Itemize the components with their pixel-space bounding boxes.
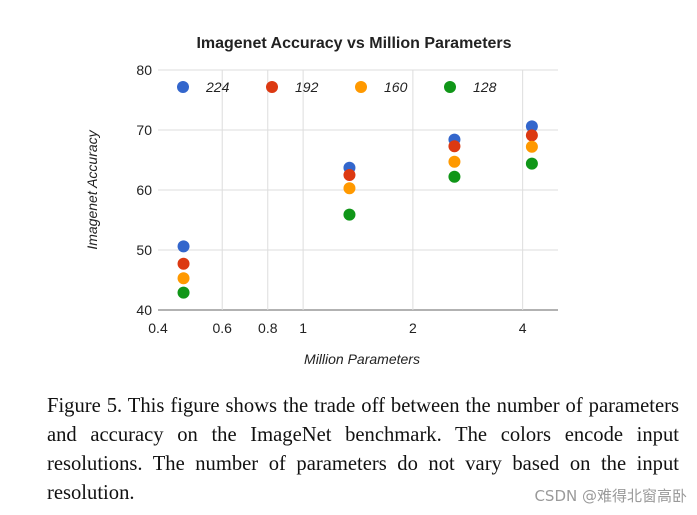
point-192-2 [343, 169, 356, 181]
point-192-1 [177, 257, 190, 270]
legend-label-128: 128 [473, 79, 497, 95]
x-axis-label: Million Parameters [304, 351, 420, 367]
watermark: CSDN @难得北窗高卧 [534, 487, 687, 505]
legend-label-192: 192 [295, 79, 319, 95]
point-224-1 [177, 240, 190, 253]
legend-marker-192 [266, 81, 278, 93]
x-axis-ticks: 0.4 0.6 0.8 1 2 4 [148, 320, 526, 336]
point-128-1 [177, 286, 190, 299]
legend-marker-128 [444, 81, 456, 93]
point-192-4 [525, 129, 538, 142]
legend-label-224: 224 [205, 79, 230, 95]
figure-caption: Figure 5. This figure shows the trade of… [47, 395, 679, 504]
y-axis-ticks: 40 50 60 70 80 [136, 62, 152, 318]
x-tick-label: 0.6 [212, 320, 232, 336]
x-tick-label: 2 [409, 320, 417, 336]
legend-marker-224 [177, 81, 189, 93]
x-tick-label: 0.4 [148, 320, 168, 336]
y-tick-label: 80 [136, 62, 152, 78]
x-tick-label: 4 [519, 320, 527, 336]
data-points [177, 120, 538, 299]
point-128-3 [448, 170, 461, 183]
legend: 224 192 160 128 [177, 79, 497, 95]
x-tick-label: 0.8 [258, 320, 278, 336]
legend-marker-160 [355, 81, 367, 93]
gridlines [158, 69, 558, 311]
legend-label-160: 160 [384, 79, 408, 95]
y-tick-label: 70 [136, 122, 152, 138]
y-tick-label: 50 [136, 242, 152, 258]
chart-title: Imagenet Accuracy vs Million Parameters [196, 35, 511, 52]
point-160-1 [177, 272, 190, 285]
point-128-2 [343, 208, 356, 221]
point-224-4 [525, 120, 538, 133]
y-tick-label: 60 [136, 182, 152, 198]
y-tick-label: 40 [136, 302, 152, 318]
point-160-2 [343, 182, 356, 195]
point-192-3 [448, 140, 461, 153]
point-160-4 [525, 140, 538, 153]
x-tick-label: 1 [299, 320, 307, 336]
point-128-4 [525, 157, 538, 170]
y-axis-label: Imagenet Accuracy [84, 129, 100, 249]
point-160-3 [448, 155, 461, 168]
